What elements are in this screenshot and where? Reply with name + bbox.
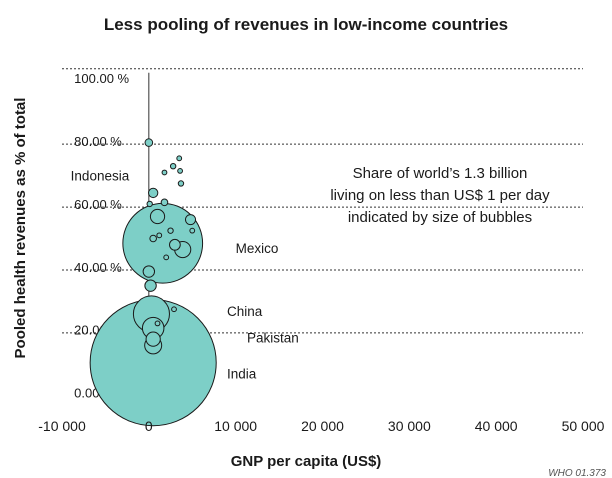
bubble [156, 232, 163, 239]
y-tick-label: 60.00 % [74, 197, 122, 212]
y-tick-label: 100.00 % [74, 71, 129, 86]
bubble [144, 279, 157, 292]
x-axis-title: GNP per capita (US$) [231, 453, 382, 470]
country-label: India [227, 367, 257, 382]
note-line: indicated by size of bubbles [348, 209, 532, 226]
x-tick-label: -10 000 [38, 418, 86, 434]
bubble [169, 163, 177, 170]
bubble [169, 238, 181, 251]
x-tick-label: 30 000 [388, 418, 431, 434]
bubble [167, 227, 174, 234]
country-labels: Indonesia Mexico China Pakistan India [71, 169, 299, 382]
bubble [163, 254, 170, 261]
bubble [176, 155, 183, 162]
bubble [149, 234, 157, 243]
bubble [189, 227, 196, 234]
x-tick-labels: -10 000 0 10 000 20 000 30 000 40 000 50 000 [38, 418, 604, 434]
note-line: Share of world’s 1.3 billion [353, 165, 528, 182]
x-tick-label: 20 000 [301, 418, 344, 434]
bubble [154, 320, 161, 327]
country-label: Mexico [236, 241, 279, 256]
bubble [148, 187, 159, 199]
bubble [160, 198, 169, 207]
bubble [142, 265, 156, 278]
x-tick-label: 0 [145, 418, 153, 434]
bubble [144, 138, 154, 147]
bubble [149, 208, 166, 225]
country-label: Indonesia [71, 169, 130, 184]
bubble [146, 200, 153, 208]
credit-label: WHO 01.373 [548, 468, 606, 478]
y-tick-label: 40.00 % [74, 260, 122, 275]
y-tick-label: 80.00 % [74, 134, 122, 149]
chart-title: Less pooling of revenues in low-income c… [104, 15, 508, 34]
bubble [177, 180, 185, 187]
country-label: China [227, 304, 263, 319]
bubbles [89, 138, 217, 427]
note-line: living on less than US$ 1 per day [330, 187, 550, 204]
y-axis-title: Pooled health revenues as % of total [12, 98, 29, 359]
bubble [161, 169, 168, 176]
grid-lines [62, 68, 583, 334]
country-label: Pakistan [247, 331, 299, 346]
bubble [171, 306, 177, 313]
x-tick-label: 40 000 [475, 418, 518, 434]
bubble [184, 214, 197, 226]
x-tick-label: 50 000 [562, 418, 605, 434]
bubble-size-note: Share of world’s 1.3 billion living on le… [330, 165, 550, 226]
bubble [145, 331, 161, 347]
bubble [177, 168, 183, 174]
x-tick-label: 10 000 [214, 418, 257, 434]
